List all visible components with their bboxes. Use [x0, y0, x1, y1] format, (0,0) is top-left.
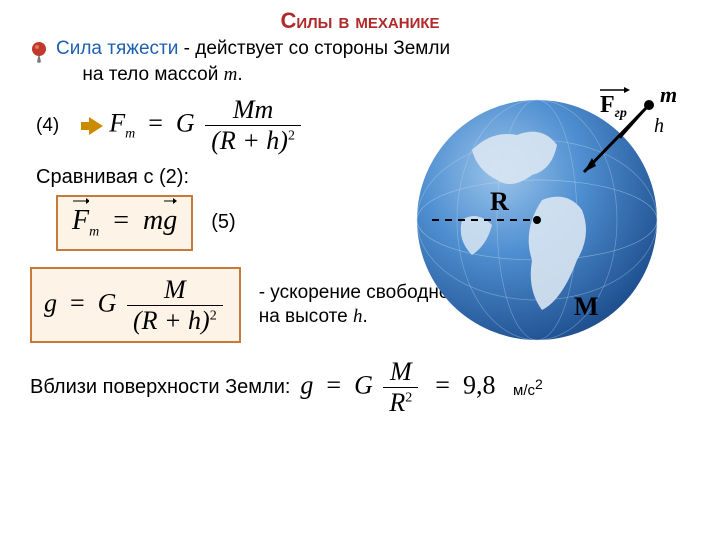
eq5-sub: m [89, 225, 99, 240]
eq4-numerator: Mm [227, 95, 279, 125]
eq4-den-base: (R + h) [211, 126, 288, 155]
g-desc-var: h [353, 306, 363, 327]
diagram-h-label: h [654, 115, 664, 137]
eq5-m: m [143, 205, 163, 236]
diagram-M-label: M [574, 292, 599, 321]
near-surface-row: Вблизи поверхности Земли: g = G M R2 = 9… [30, 357, 690, 418]
ns-den: R [389, 388, 405, 417]
eq5-number: (5) [211, 211, 235, 234]
eq4-formula: Fm = G Mm (R + h)2 [109, 95, 305, 156]
g-lhs: g [44, 288, 57, 317]
ns-G: G [354, 371, 373, 400]
earth-diagram: R M m h Fгр [402, 60, 692, 350]
g-den-sup: 2 [210, 308, 217, 323]
intro-period: . [237, 64, 242, 85]
eq4-number: (4) [36, 115, 59, 137]
eq4-lhs-base: F [109, 109, 125, 138]
arrow-right-icon [89, 117, 103, 135]
eq4-G: G [176, 109, 195, 138]
eq5-eq: = [113, 205, 129, 236]
ns-den-sup: 2 [405, 391, 412, 406]
ns-g: g [300, 371, 313, 400]
slide-title: Силы в механике [30, 8, 690, 34]
diagram-R-label: R [490, 187, 509, 216]
g-num: M [158, 275, 192, 305]
diagram-F-label: Fгр [600, 92, 627, 121]
eq5-g: g [163, 205, 177, 236]
ns-num: M [384, 357, 418, 387]
eq4-equals: = [148, 109, 163, 138]
ns-unit-sup: 2 [535, 376, 543, 392]
g-box: g = G M (R + h)2 [30, 267, 241, 344]
eq5-box: F m = m g [56, 195, 193, 251]
ns-value: 9,8 [463, 371, 496, 400]
g-G: G [98, 288, 117, 317]
g-eq: = [70, 288, 85, 317]
pushpin-icon [30, 40, 48, 64]
diagram-m-label: m [660, 82, 677, 107]
g-den-base: (R + h) [133, 306, 210, 335]
ns-eq1: = [326, 371, 341, 400]
intro-highlight: Сила тяжести [56, 38, 178, 59]
near-surface-label: Вблизи поверхности Земли: [30, 376, 290, 399]
ns-eq2: = [435, 371, 450, 400]
g-desc-line2: на высоте [259, 306, 353, 327]
eq4-den-sup: 2 [288, 129, 295, 144]
g-desc-period: . [363, 306, 368, 327]
intro-paragraph: Сила тяжести - действует со стороны Земл… [56, 36, 450, 87]
eq4-lhs-sub: m [125, 127, 135, 142]
intro-rest1: - действует со стороны Земли [178, 38, 450, 59]
intro-rest2: на тело массой [82, 64, 223, 85]
intro-mass-var: m [224, 64, 238, 85]
ns-unit: м/c [513, 382, 535, 399]
eq5-F: F [72, 205, 89, 236]
